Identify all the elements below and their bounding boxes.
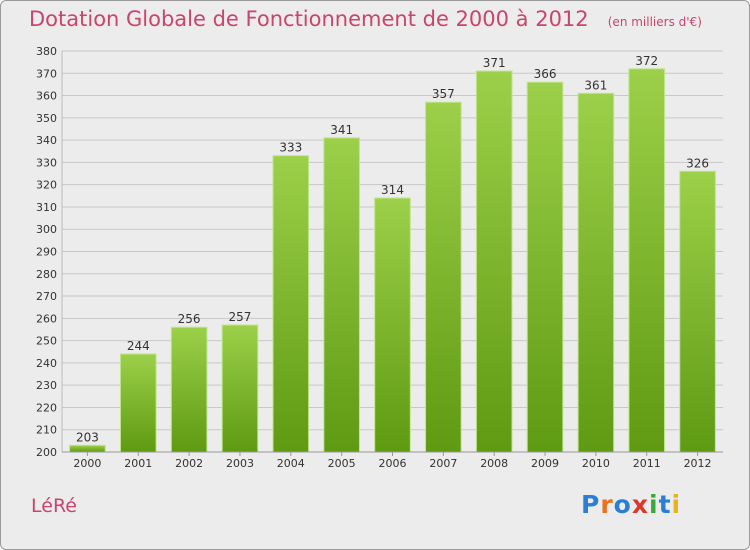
data-label-2010: 361 — [584, 78, 607, 92]
x-tick-label-2007: 2007 — [429, 457, 457, 470]
bar-2006 — [374, 197, 411, 453]
bar-2004 — [272, 155, 310, 453]
x-tick-label-2006: 2006 — [379, 457, 407, 470]
logo-letter: t — [658, 490, 672, 519]
chart-title-unit: (en milliers d'€) — [607, 15, 702, 29]
y-tick-label: 300 — [36, 223, 57, 236]
data-label-2006: 314 — [381, 183, 404, 197]
bar-2003 — [221, 324, 259, 453]
x-tick-label-2000: 2000 — [73, 457, 101, 470]
bar-2011 — [628, 68, 666, 453]
bar-2001 — [119, 353, 157, 453]
x-tick-label-2003: 2003 — [226, 457, 254, 470]
data-label-2002: 256 — [178, 312, 201, 326]
y-tick-label: 200 — [36, 446, 57, 459]
x-tick-label-2010: 2010 — [582, 457, 610, 470]
bar-2012 — [679, 170, 716, 453]
bar-2007 — [425, 101, 462, 453]
y-tick-label: 270 — [36, 290, 57, 303]
y-tick-label: 250 — [36, 335, 57, 348]
x-tick-label-2008: 2008 — [480, 457, 508, 470]
chart-title-main: Dotation Globale de Fonctionnement de 20… — [29, 7, 589, 31]
data-label-2001: 244 — [127, 339, 150, 353]
y-tick-label: 350 — [36, 112, 57, 125]
y-tick-label: 290 — [36, 246, 57, 259]
y-tick-label: 370 — [36, 67, 57, 80]
commune-name: LéRé — [31, 495, 77, 517]
data-label-2012: 326 — [686, 156, 709, 170]
x-tick-label-2011: 2011 — [633, 457, 661, 470]
logo-letter: i — [649, 490, 659, 519]
bar-2009 — [526, 81, 564, 453]
data-label-2003: 257 — [229, 310, 252, 324]
x-tick-label-2002: 2002 — [175, 457, 203, 470]
y-tick-label: 240 — [36, 357, 57, 370]
y-tick-label: 380 — [36, 45, 57, 58]
data-label-2004: 333 — [279, 141, 302, 155]
bar-2000 — [69, 444, 106, 453]
y-tick-label: 340 — [36, 134, 57, 147]
y-tick-label: 320 — [36, 179, 57, 192]
logo-letter: o — [613, 490, 632, 519]
data-label-2008: 371 — [483, 56, 506, 70]
logo-letter: i — [671, 490, 682, 519]
y-tick-label: 360 — [36, 90, 57, 103]
data-label-2005: 341 — [330, 123, 353, 137]
y-tick-label: 210 — [36, 424, 57, 437]
bar-2008 — [475, 70, 513, 453]
logo-letter: P — [581, 490, 601, 519]
logo-letter: r — [600, 490, 614, 519]
bar-2005 — [323, 137, 360, 453]
y-tick-label: 260 — [36, 312, 57, 325]
x-tick-label-2001: 2001 — [124, 457, 152, 470]
y-tick-label: 220 — [36, 401, 57, 414]
bar-2010 — [577, 92, 615, 453]
x-tick-label-2012: 2012 — [684, 457, 712, 470]
x-tick-label-2005: 2005 — [328, 457, 356, 470]
bar-2002 — [170, 326, 208, 453]
y-tick-label: 280 — [36, 268, 57, 281]
y-tick-label: 310 — [36, 201, 57, 214]
x-tick-label-2009: 2009 — [531, 457, 559, 470]
logo-letter: x — [631, 490, 649, 519]
proxiti-logo: Proxiti — [581, 490, 681, 519]
y-tick-label: 330 — [36, 156, 57, 169]
data-label-2000: 203 — [76, 430, 99, 444]
data-label-2007: 357 — [432, 87, 455, 101]
chart-title: Dotation Globale de Fonctionnement de 20… — [29, 7, 702, 31]
data-label-2009: 366 — [534, 67, 557, 81]
data-label-2011: 372 — [635, 54, 658, 68]
x-tick-label-2004: 2004 — [277, 457, 305, 470]
y-tick-label: 230 — [36, 379, 57, 392]
